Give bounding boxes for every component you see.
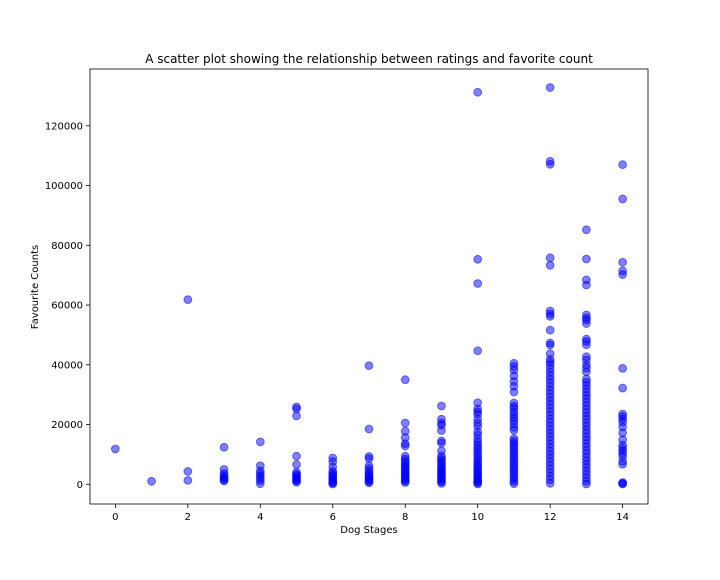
data-point [293, 478, 301, 486]
data-point [583, 255, 591, 263]
x-tick-label: 12 [544, 512, 557, 523]
data-point [401, 442, 409, 450]
data-point [583, 368, 591, 376]
data-point [365, 455, 373, 463]
x-tick-label: 8 [402, 512, 408, 523]
x-tick-label: 10 [471, 512, 484, 523]
data-point [546, 160, 554, 168]
y-axis-label: Favourite Counts [30, 245, 41, 329]
points-layer [111, 84, 626, 488]
data-point [546, 84, 554, 92]
x-axis-label: Dog Stages [340, 525, 397, 536]
data-point [474, 480, 482, 488]
data-point [438, 402, 446, 410]
data-point [401, 419, 409, 427]
data-point [619, 258, 627, 266]
data-point [220, 443, 228, 451]
x-tick-label: 2 [185, 512, 191, 523]
data-point [583, 226, 591, 234]
data-point [510, 388, 518, 396]
data-point [184, 468, 192, 476]
data-point [256, 480, 264, 488]
data-point [184, 477, 192, 485]
x-tick-label: 14 [616, 512, 629, 523]
data-point [546, 261, 554, 269]
data-point [184, 296, 192, 304]
plot-frame [90, 69, 648, 504]
y-tick-label: 0 [77, 480, 83, 491]
data-point [474, 280, 482, 288]
data-point [474, 347, 482, 355]
y-tick-label: 100000 [45, 181, 83, 192]
data-point [619, 384, 627, 392]
y-axis-ticks: 0 20000 40000 60000 80000 100000 120000 [45, 121, 90, 491]
data-point [546, 312, 554, 320]
x-tick-label: 0 [112, 512, 118, 523]
data-point [365, 362, 373, 370]
data-point [583, 480, 591, 488]
y-tick-label: 40000 [51, 360, 83, 371]
x-axis-ticks: 0 2 4 6 8 10 12 14 [112, 504, 629, 523]
data-point [329, 480, 337, 488]
data-point [619, 195, 627, 203]
data-point [583, 281, 591, 289]
data-point [619, 161, 627, 169]
data-point [401, 479, 409, 487]
data-point [111, 445, 119, 453]
y-tick-label: 20000 [51, 420, 83, 431]
data-point [365, 479, 373, 487]
data-point [365, 425, 373, 433]
data-point [220, 477, 228, 485]
data-point [474, 88, 482, 96]
data-point [619, 364, 627, 372]
data-point [401, 376, 409, 384]
x-tick-label: 6 [330, 512, 336, 523]
y-tick-label: 60000 [51, 301, 83, 312]
data-point [438, 479, 446, 487]
data-point [546, 254, 554, 262]
y-tick-label: 120000 [45, 121, 83, 132]
data-point [619, 460, 627, 468]
y-tick-label: 80000 [51, 241, 83, 252]
data-point [293, 412, 301, 420]
data-point [293, 452, 301, 460]
data-point [583, 341, 591, 349]
data-point [510, 426, 518, 434]
data-point [438, 439, 446, 447]
data-point [293, 461, 301, 469]
data-point [546, 341, 554, 349]
chart-title: A scatter plot showing the relationship … [145, 52, 593, 66]
data-point [546, 479, 554, 487]
data-point [619, 271, 627, 279]
x-tick-label: 4 [257, 512, 263, 523]
data-point [546, 326, 554, 334]
data-point [474, 255, 482, 263]
data-point [148, 477, 156, 485]
data-point [438, 427, 446, 435]
data-point [583, 320, 591, 328]
data-point [510, 480, 518, 488]
data-point [256, 438, 264, 446]
data-point [619, 480, 627, 488]
